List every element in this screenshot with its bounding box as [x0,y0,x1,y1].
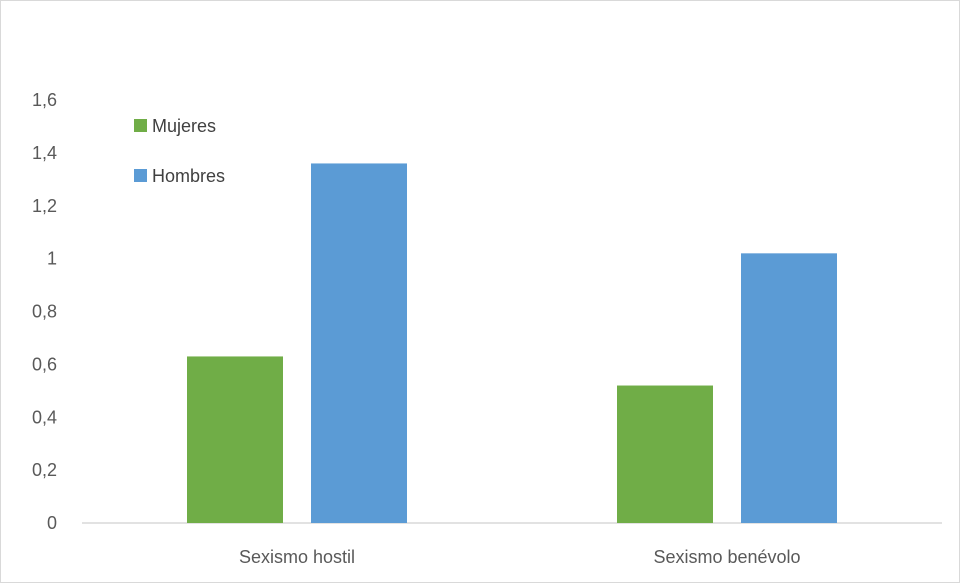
legend-swatch-mujeres [134,119,147,132]
y-tick-label: 1,2 [32,196,57,216]
category-labels: Sexismo hostil Sexismo benévolo [239,547,801,567]
y-tick-label: 0,2 [32,460,57,480]
y-tick-label: 0,8 [32,302,57,322]
legend: Mujeres Hombres [134,116,225,186]
y-tick-label: 0,6 [32,354,57,374]
y-tick-label: 0 [47,513,57,533]
legend-label-mujeres: Mujeres [152,116,216,136]
legend-swatch-hombres [134,169,147,182]
bar-hombres-1 [311,163,407,523]
y-tick-label: 1 [47,249,57,269]
category-label: Sexismo benévolo [653,547,800,567]
y-tick-label: 1,4 [32,143,57,163]
y-tick-label: 0,4 [32,407,57,427]
legend-label-hombres: Hombres [152,166,225,186]
bar-hombres-2 [741,253,837,523]
bar-mujeres-2 [617,385,713,523]
bars [187,163,837,523]
y-tick-label: 1,6 [32,90,57,110]
y-axis-ticks: 0 0,2 0,4 0,6 0,8 1 1,2 1,4 1,6 [32,90,57,533]
bar-mujeres-1 [187,356,283,523]
category-label: Sexismo hostil [239,547,355,567]
